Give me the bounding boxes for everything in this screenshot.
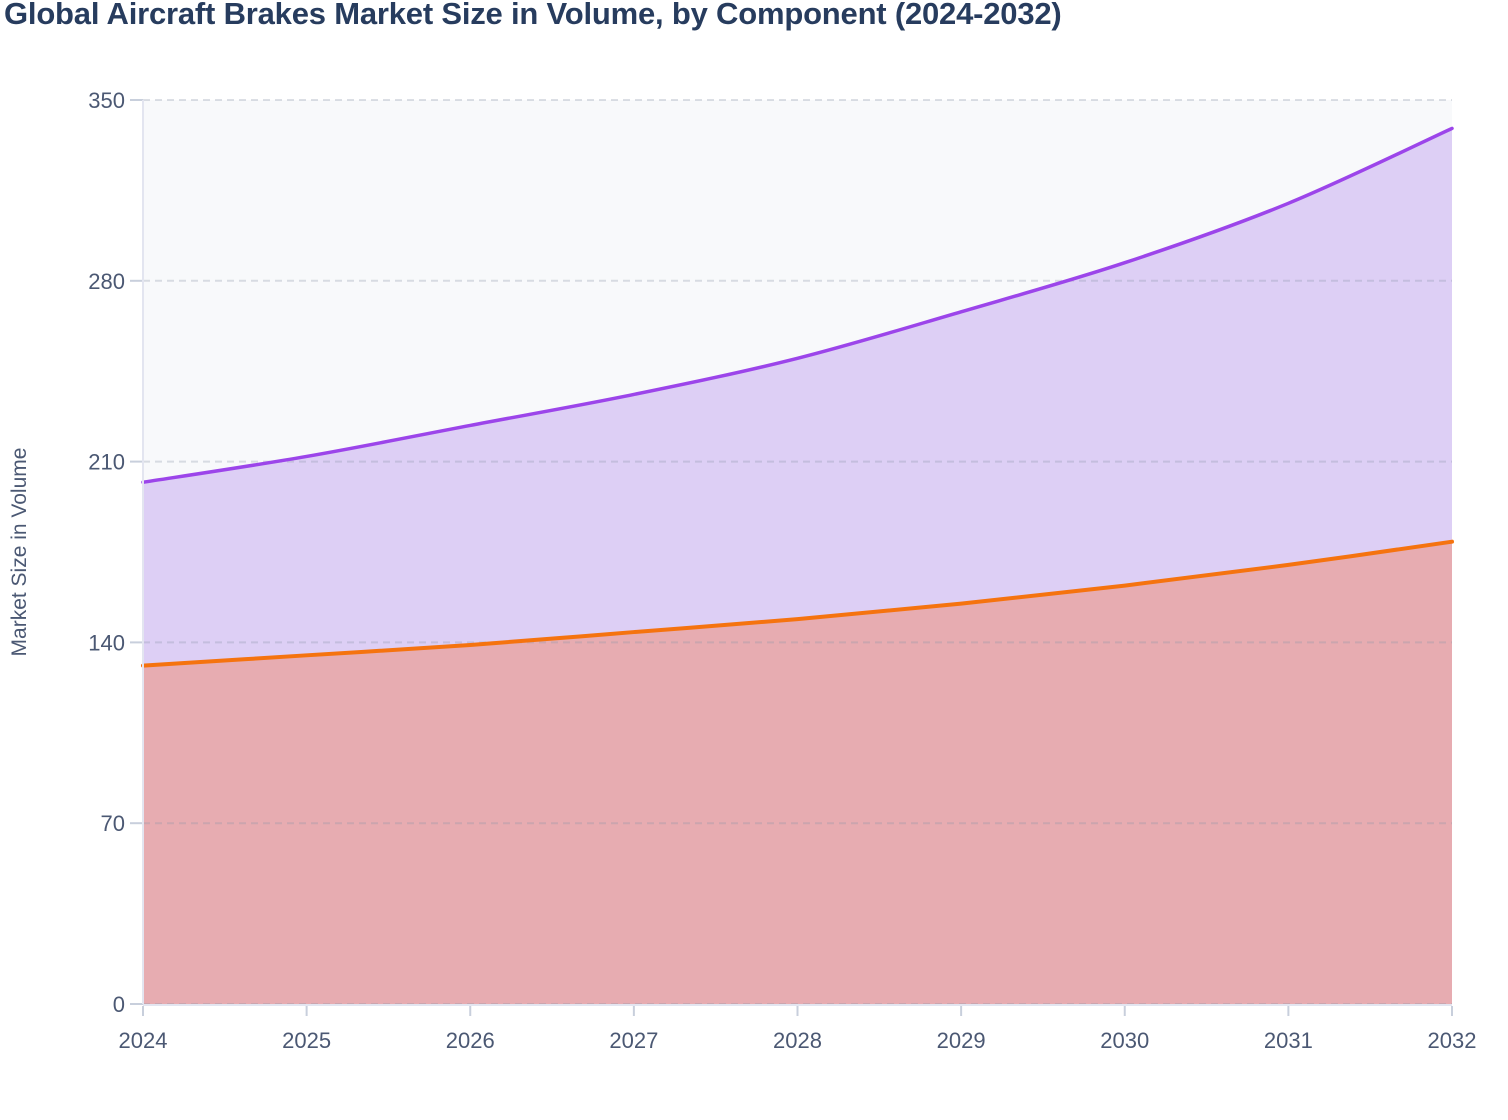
x-tick-label: 2031 <box>1264 1028 1313 1053</box>
area-fill-lower-orange <box>143 541 1452 1004</box>
x-tick-label: 2030 <box>1100 1028 1149 1053</box>
x-tick-label: 2025 <box>282 1028 331 1053</box>
x-tick-label: 2024 <box>119 1028 168 1053</box>
y-axis-title: Market Size in Volume <box>8 447 31 657</box>
series-line-purple <box>141 126 1454 485</box>
x-tick-label: 2026 <box>446 1028 495 1053</box>
y-tick-label: 350 <box>88 88 125 113</box>
y-tick-label: 280 <box>88 269 125 294</box>
x-tick-label: 2028 <box>773 1028 822 1053</box>
x-tick-label: 2029 <box>937 1028 986 1053</box>
chart-title: Global Aircraft Brakes Market Size in Vo… <box>4 0 1062 31</box>
x-tick-label: 2027 <box>609 1028 658 1053</box>
y-tick-label: 210 <box>88 450 125 475</box>
x-tick-label: 2032 <box>1428 1028 1477 1053</box>
y-tick-label: 70 <box>101 811 125 836</box>
y-tick-label: 0 <box>113 992 125 1017</box>
series-line-orange <box>141 539 1454 668</box>
y-tick-label: 140 <box>88 630 125 655</box>
